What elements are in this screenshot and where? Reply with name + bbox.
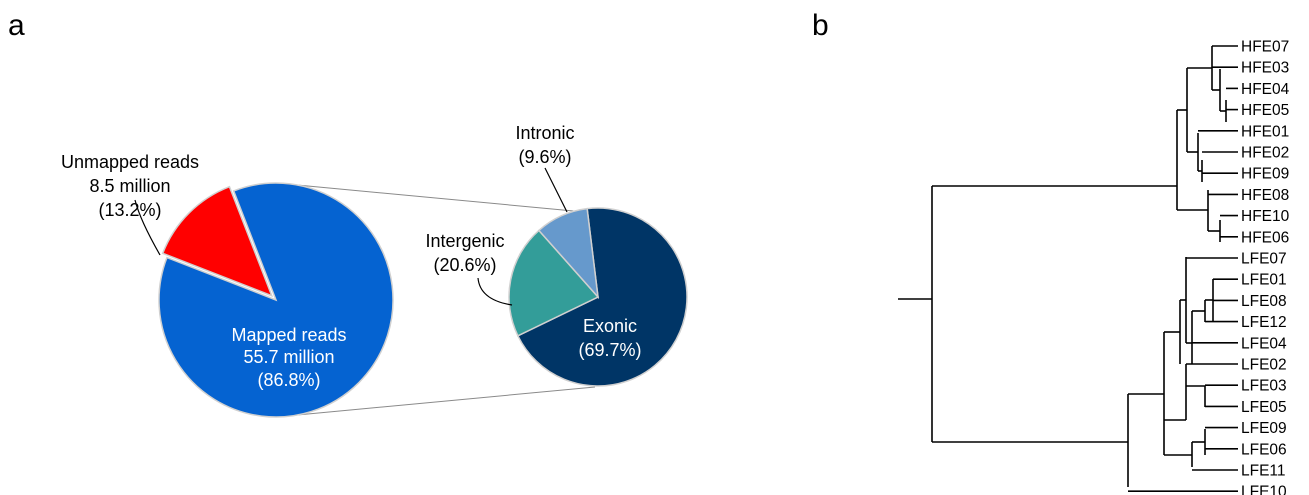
- leaf-label-hfe09: HFE09: [1241, 166, 1289, 183]
- leaf-label-hfe08: HFE08: [1241, 187, 1289, 204]
- leaf-label-lfe01: LFE01: [1241, 272, 1287, 289]
- leaf-label-hfe06: HFE06: [1241, 229, 1289, 246]
- leader-intronic: [544, 167, 568, 213]
- label-intergenic-name: Intergenic: [425, 231, 504, 251]
- leaf-label-lfe04: LFE04: [1241, 335, 1287, 352]
- leaf-label-lfe05: LFE05: [1241, 399, 1287, 416]
- label-mapped-name: Mapped reads: [231, 325, 346, 345]
- pie1-slice-mapped-reads: [158, 182, 394, 418]
- pie-chart-mapping: [158, 182, 394, 418]
- label-unmapped-name: Unmapped reads: [61, 152, 199, 172]
- leader-intergenic: [477, 277, 513, 306]
- pie2-slice-intergenic: [508, 229, 600, 337]
- leaf-label-lfe03: LFE03: [1241, 378, 1287, 395]
- leaf-label-lfe12: LFE12: [1241, 314, 1287, 331]
- zoom-connector-top: [275, 182, 596, 214]
- leaf-label-lfe06: LFE06: [1241, 441, 1287, 458]
- pie1-slice-unmapped-reads: [161, 185, 274, 298]
- pie2-slice-exonic: [516, 207, 688, 387]
- leaf-branches: [1128, 45, 1238, 493]
- label-intergenic-percent: (20.6%): [433, 255, 496, 275]
- leaf-label-lfe07: LFE07: [1241, 251, 1287, 268]
- panel-b-letter: b: [812, 9, 829, 42]
- zoom-connector-bottom: [275, 386, 596, 418]
- leaf-labels: HFE07 HFE03 HFE04 HFE05 HFE01 HFE02 HFE09 HFE08…: [1241, 39, 1290, 495]
- label-intronic-name: Intronic: [515, 123, 574, 143]
- label-mapped-amount: 55.7 million: [243, 347, 334, 367]
- leaf-label-hfe01: HFE01: [1241, 123, 1289, 140]
- leader-unmapped: [134, 199, 161, 256]
- pie2-slice-intronic: [537, 207, 600, 300]
- label-exonic-percent: (69.7%): [578, 340, 641, 360]
- leaf-label-hfe07: HFE07: [1241, 39, 1289, 56]
- leaf-label-lfe11: LFE11: [1241, 463, 1286, 480]
- label-intronic-percent: (9.6%): [518, 147, 571, 167]
- leaf-label-hfe04: HFE04: [1241, 81, 1290, 98]
- label-unmapped-percent: (13.2%): [98, 200, 161, 220]
- pie-chart-genomic-region: [508, 207, 688, 387]
- label-exonic-name: Exonic: [583, 316, 637, 336]
- leaf-label-hfe03: HFE03: [1241, 60, 1289, 77]
- panel-a-letter: a: [8, 9, 25, 42]
- leaf-label-hfe05: HFE05: [1241, 102, 1289, 119]
- leaf-label-hfe10: HFE10: [1241, 208, 1290, 225]
- leaf-label-hfe02: HFE02: [1241, 145, 1289, 162]
- leaf-label-lfe10: LFE10: [1241, 484, 1287, 495]
- dendrogram: [898, 46, 1227, 487]
- leaf-label-lfe09: LFE09: [1241, 420, 1287, 437]
- label-mapped-percent: (86.8%): [257, 370, 320, 390]
- label-unmapped-amount: 8.5 million: [89, 176, 170, 196]
- leaf-label-lfe02: LFE02: [1241, 357, 1287, 374]
- leaf-label-lfe08: LFE08: [1241, 293, 1287, 310]
